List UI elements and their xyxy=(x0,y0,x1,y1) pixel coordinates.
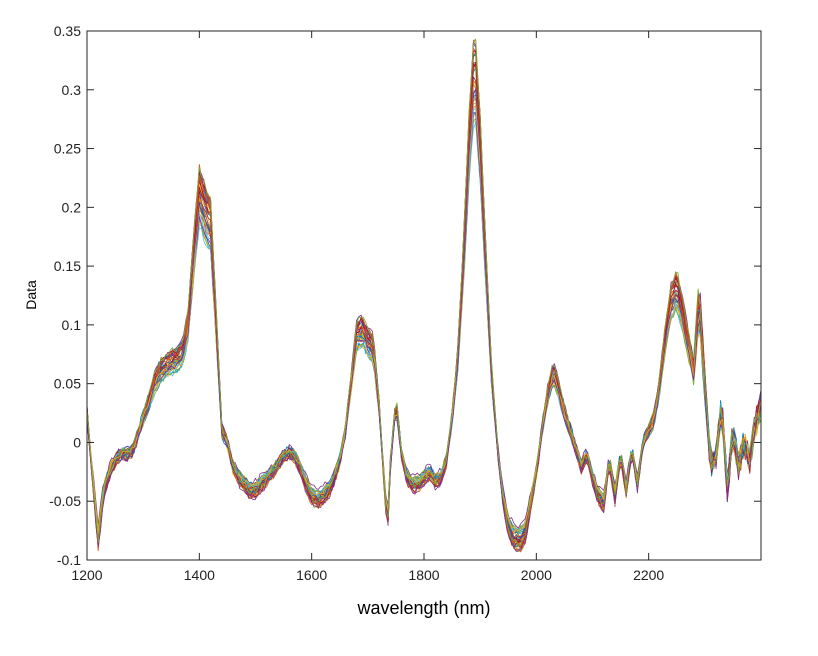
x-ticks: 1200 1400 1600 1800 2000 2200 xyxy=(71,31,664,583)
y-tick-label: 0.05 xyxy=(54,376,81,392)
x-tick-label: 1400 xyxy=(184,567,215,583)
y-tick-label: 0.15 xyxy=(54,258,81,274)
spectrum-line xyxy=(87,80,761,539)
x-tick-label: 2000 xyxy=(521,567,552,583)
x-tick-label: 1600 xyxy=(296,567,327,583)
spectrum-line xyxy=(87,51,761,543)
y-axis-label: Data xyxy=(23,280,39,310)
y-tick-label: 0.35 xyxy=(54,23,81,39)
y-tick-label: -0.1 xyxy=(57,552,81,568)
series-lines xyxy=(87,38,761,553)
y-tick-label: 0 xyxy=(73,434,81,450)
y-ticks: -0.1 -0.05 0 0.05 0.1 0.15 0.2 0.25 0.3 0.35 xyxy=(49,23,761,568)
y-tick-label: 0.3 xyxy=(62,82,82,98)
y-tick-label: 0.1 xyxy=(62,317,82,333)
x-tick-label: 2200 xyxy=(633,567,664,583)
x-tick-label: 1200 xyxy=(71,567,102,583)
spectrum-line xyxy=(87,38,761,547)
y-tick-label: 0.25 xyxy=(54,141,81,157)
spectrum-line xyxy=(87,88,761,543)
spectrum-line xyxy=(87,63,761,540)
y-tick-label: -0.05 xyxy=(49,493,81,509)
y-tick-label: 0.2 xyxy=(62,199,82,215)
x-axis-label: wavelength (nm) xyxy=(356,598,490,618)
x-tick-label: 1800 xyxy=(408,567,439,583)
